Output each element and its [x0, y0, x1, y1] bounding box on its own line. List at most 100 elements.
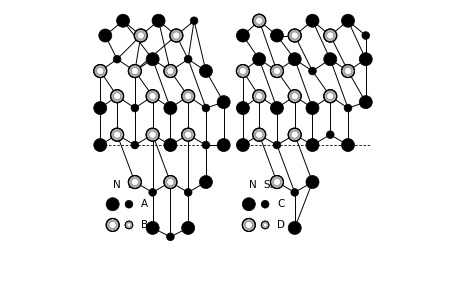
Text: Si: Si — [127, 180, 137, 190]
Circle shape — [182, 221, 195, 234]
Circle shape — [261, 221, 269, 229]
Circle shape — [291, 189, 299, 196]
Circle shape — [182, 90, 195, 103]
Circle shape — [306, 139, 319, 152]
Circle shape — [152, 14, 165, 27]
Circle shape — [164, 102, 177, 115]
Text: Si: Si — [263, 180, 273, 190]
Circle shape — [167, 67, 174, 75]
Circle shape — [164, 65, 177, 78]
Circle shape — [149, 189, 156, 196]
Circle shape — [200, 176, 212, 189]
Circle shape — [113, 55, 121, 63]
Circle shape — [359, 53, 372, 66]
Circle shape — [146, 90, 159, 103]
Circle shape — [291, 93, 298, 100]
Circle shape — [184, 93, 192, 100]
Circle shape — [237, 65, 249, 78]
Circle shape — [253, 53, 266, 66]
Circle shape — [149, 93, 156, 100]
Circle shape — [327, 32, 334, 39]
Circle shape — [271, 176, 283, 189]
Text: D: D — [277, 220, 285, 230]
Circle shape — [167, 178, 174, 186]
Circle shape — [253, 90, 266, 103]
Circle shape — [94, 102, 107, 115]
Circle shape — [324, 29, 337, 42]
Circle shape — [131, 104, 139, 112]
Circle shape — [255, 131, 263, 138]
Circle shape — [184, 189, 192, 196]
Circle shape — [327, 93, 334, 100]
Circle shape — [237, 29, 249, 42]
Circle shape — [99, 29, 112, 42]
Circle shape — [110, 128, 124, 141]
Circle shape — [146, 53, 159, 66]
Circle shape — [291, 32, 298, 39]
Circle shape — [184, 131, 192, 138]
Circle shape — [114, 131, 121, 138]
Circle shape — [131, 178, 138, 186]
Circle shape — [164, 176, 177, 189]
Circle shape — [253, 128, 266, 141]
Circle shape — [359, 96, 372, 109]
Text: N: N — [113, 180, 121, 190]
Circle shape — [110, 90, 124, 103]
Circle shape — [202, 104, 210, 112]
Circle shape — [146, 221, 159, 234]
Circle shape — [173, 32, 180, 39]
Circle shape — [271, 29, 283, 42]
Circle shape — [114, 93, 121, 100]
Circle shape — [184, 55, 192, 63]
Circle shape — [106, 198, 119, 211]
Circle shape — [127, 223, 131, 227]
Circle shape — [263, 223, 267, 227]
Circle shape — [117, 14, 129, 27]
Circle shape — [242, 218, 255, 231]
Circle shape — [273, 67, 281, 75]
Circle shape — [288, 90, 301, 103]
Circle shape — [245, 221, 253, 229]
Circle shape — [288, 221, 301, 234]
Circle shape — [97, 67, 104, 75]
Text: A: A — [141, 199, 148, 209]
Circle shape — [200, 65, 212, 78]
Circle shape — [106, 218, 119, 231]
Circle shape — [131, 67, 138, 75]
Circle shape — [345, 67, 352, 75]
Circle shape — [149, 131, 156, 138]
Circle shape — [309, 67, 316, 75]
Circle shape — [237, 139, 249, 152]
Circle shape — [273, 178, 281, 186]
Circle shape — [109, 221, 116, 229]
Circle shape — [146, 128, 159, 141]
Circle shape — [190, 17, 198, 25]
Circle shape — [255, 17, 263, 24]
Text: B: B — [141, 220, 148, 230]
Circle shape — [288, 29, 301, 42]
Circle shape — [125, 200, 133, 208]
Circle shape — [239, 67, 246, 75]
Circle shape — [306, 176, 319, 189]
Circle shape — [306, 102, 319, 115]
Circle shape — [202, 141, 210, 149]
Circle shape — [125, 221, 133, 229]
Circle shape — [182, 128, 195, 141]
Circle shape — [324, 53, 337, 66]
Circle shape — [94, 65, 107, 78]
Circle shape — [324, 90, 337, 103]
Circle shape — [166, 233, 174, 241]
Circle shape — [217, 96, 230, 109]
Circle shape — [170, 29, 183, 42]
Circle shape — [242, 198, 255, 211]
Circle shape — [237, 102, 249, 115]
Circle shape — [271, 102, 283, 115]
Circle shape — [327, 131, 334, 139]
Circle shape — [137, 32, 145, 39]
Text: N: N — [249, 180, 257, 190]
Circle shape — [341, 14, 355, 27]
Circle shape — [128, 65, 141, 78]
Circle shape — [288, 53, 301, 66]
Circle shape — [288, 128, 301, 141]
Circle shape — [128, 176, 141, 189]
